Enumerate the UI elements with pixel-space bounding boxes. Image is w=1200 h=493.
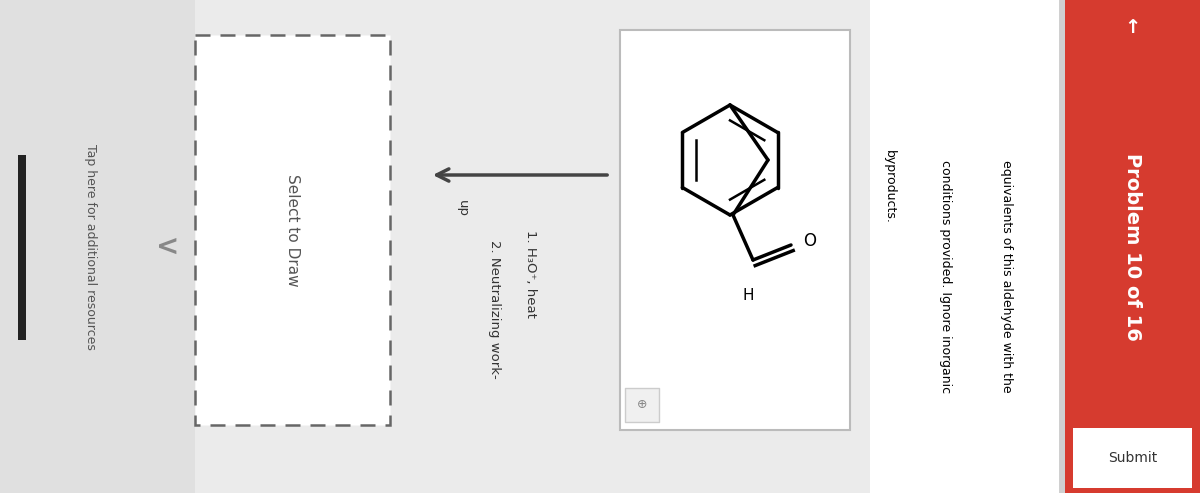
Text: 2. Neutralizing work-: 2. Neutralizing work- [488, 240, 502, 379]
Text: conditions provided. Ignore inorganic: conditions provided. Ignore inorganic [940, 160, 952, 393]
Bar [625, 388, 659, 422]
Bar [1066, 0, 1200, 493]
Text: 1. H₃O⁺, heat: 1. H₃O⁺, heat [523, 230, 536, 318]
Text: Tap here for additional resources: Tap here for additional resources [84, 143, 96, 350]
Text: byproducts.: byproducts. [882, 149, 895, 223]
Bar [870, 0, 1060, 493]
Bar [194, 35, 390, 425]
Bar [0, 0, 194, 493]
Text: ↑: ↑ [1124, 18, 1141, 37]
Text: Select to Draw: Select to Draw [286, 174, 300, 286]
Text: up: up [456, 200, 468, 217]
Text: O: O [803, 232, 816, 250]
Bar [620, 30, 850, 430]
Text: H: H [743, 288, 754, 303]
Text: <: < [156, 233, 180, 260]
Bar [1060, 0, 1066, 493]
Text: equivalents of this aldehyde with the: equivalents of this aldehyde with the [1000, 160, 1013, 393]
Bar [1073, 428, 1192, 488]
Bar [18, 155, 26, 340]
Text: Problem 10 of 16: Problem 10 of 16 [1123, 152, 1142, 341]
Text: Submit: Submit [1108, 451, 1157, 465]
Text: ⊕: ⊕ [637, 398, 647, 412]
